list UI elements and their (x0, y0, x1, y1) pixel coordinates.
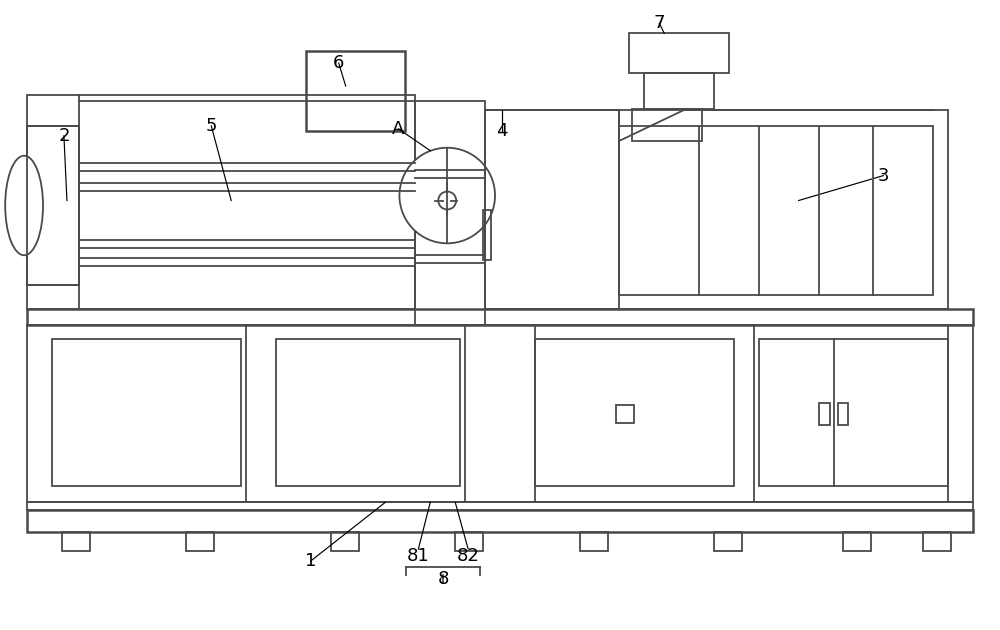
Text: 2: 2 (58, 127, 70, 145)
Bar (27, 502, 973, 510)
Bar (455, 532, 483, 551)
Bar (306, 51, 405, 131)
Text: 7: 7 (654, 14, 665, 32)
Bar (186, 532, 214, 551)
Bar (52, 339, 241, 486)
Bar (27, 309, 973, 325)
Text: 3: 3 (878, 166, 889, 185)
Bar (485, 110, 619, 309)
Bar (27, 95, 415, 309)
Bar (62, 532, 90, 551)
Bar (415, 101, 485, 325)
Text: 1: 1 (305, 552, 317, 570)
Text: 82: 82 (457, 547, 480, 565)
Bar (27, 510, 973, 532)
Bar (632, 109, 702, 140)
Text: 4: 4 (496, 122, 508, 140)
Bar (27, 325, 973, 502)
Bar (485, 110, 948, 309)
Bar (535, 339, 734, 486)
Circle shape (399, 148, 495, 243)
Bar (483, 210, 491, 260)
Text: A: A (392, 120, 405, 138)
Bar (838, 403, 848, 425)
Bar (819, 403, 830, 425)
Bar (629, 33, 729, 73)
Bar (331, 532, 359, 551)
Bar (616, 404, 634, 423)
Bar (276, 339, 460, 486)
Bar (923, 532, 951, 551)
Bar (619, 126, 933, 295)
Ellipse shape (5, 156, 43, 255)
Bar (580, 532, 608, 551)
Bar (843, 532, 871, 551)
Bar (714, 532, 742, 551)
Bar (759, 339, 948, 486)
Text: 5: 5 (206, 117, 217, 135)
Bar (27, 126, 79, 285)
Text: 81: 81 (407, 547, 430, 565)
Text: 6: 6 (333, 54, 344, 72)
Bar (27, 126, 79, 285)
Text: 8: 8 (438, 570, 449, 588)
